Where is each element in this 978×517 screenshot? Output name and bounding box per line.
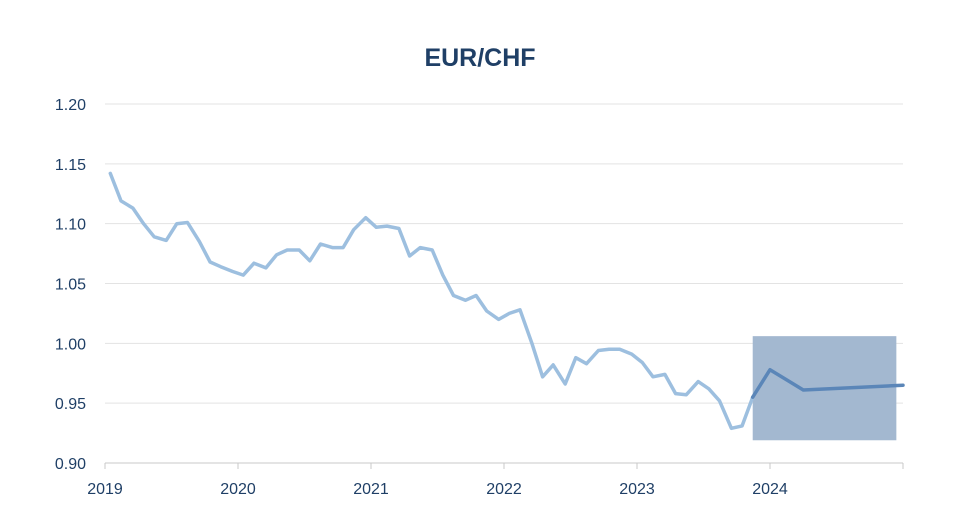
- series-line-history: [108, 171, 755, 431]
- x-tick-label: 2023: [619, 481, 655, 498]
- y-axis: 1.20 1.15 1.10 1.05 1.00 0.95 0.90: [55, 97, 86, 473]
- x-tick-label: 2024: [752, 481, 788, 498]
- y-tick-label: 1.15: [55, 157, 86, 174]
- x-tick-label: 2020: [220, 481, 256, 498]
- series-line-forecast: [750, 367, 905, 399]
- x-axis: 2019 2020 2021 2022 2023 2024: [87, 462, 904, 498]
- y-tick-label: 1.10: [55, 217, 86, 234]
- chart-title: EUR/CHF: [424, 44, 536, 72]
- x-tick-label: 2022: [486, 481, 522, 498]
- y-tick-label: 0.90: [55, 456, 86, 473]
- y-tick-label: 1.05: [55, 277, 86, 294]
- y-tick-label: 1.20: [55, 97, 86, 114]
- x-tick-label: 2021: [353, 481, 389, 498]
- plot-area: [108, 171, 905, 441]
- y-tick-label: 0.95: [55, 396, 86, 413]
- x-tick-label: 2019: [87, 481, 123, 498]
- y-tick-label: 1.00: [55, 336, 86, 353]
